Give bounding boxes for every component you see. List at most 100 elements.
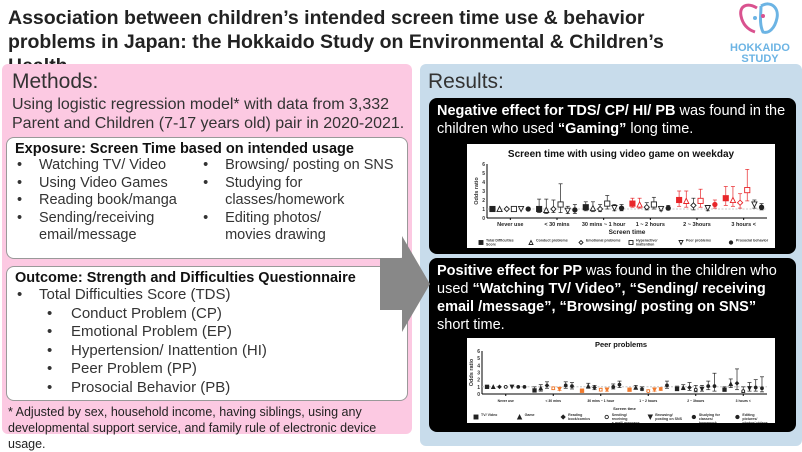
marker-triangle	[542, 206, 550, 213]
x-tick-label: 30 mins ~ 1 hour	[587, 399, 615, 403]
marker-square	[478, 240, 484, 245]
logo-line1: HOKKAIDO	[730, 42, 790, 54]
pos-text-b: was found in the children who used	[437, 263, 777, 297]
marker-diamond	[736, 199, 744, 206]
marker-square	[697, 197, 704, 204]
marker-triangle-down	[517, 205, 525, 213]
marker-square	[473, 414, 479, 420]
marker-circle	[706, 384, 711, 389]
x-axis-label: Screen time	[613, 406, 636, 411]
neg-text-b: was found in the children who used	[437, 103, 786, 137]
marker-circle	[760, 386, 764, 391]
marker-triangle-down	[604, 387, 610, 393]
marker-circle	[728, 240, 734, 245]
x-tick-label: Never use	[497, 222, 523, 228]
marker-diamond	[639, 386, 645, 392]
legend-label: Prosocial behavior	[736, 239, 769, 243]
marker-circle	[693, 387, 698, 392]
results-heading: Results:	[428, 70, 504, 93]
marker-square	[650, 201, 657, 208]
marker-diamond	[497, 384, 502, 390]
pos-text-e: “Sending/ receiving email /message”	[437, 281, 766, 315]
y-tick-label: 4	[477, 363, 480, 369]
marker-square	[744, 187, 751, 194]
logo-line2: STUDY	[741, 53, 779, 65]
marker-square	[722, 387, 727, 392]
x-tick-label: < 30 mins	[545, 399, 561, 403]
marker-circle	[611, 384, 616, 389]
marker-triangle	[729, 196, 737, 204]
exposure-list-2: Browsing/ posting on SNS Studying for cl…	[201, 157, 399, 245]
marker-circle	[712, 201, 718, 208]
legend-label: Game	[525, 413, 535, 417]
exposure-item: Browsing/ posting on SNS	[201, 157, 399, 175]
marker-square	[604, 200, 611, 207]
marker-circle	[665, 205, 671, 211]
y-tick-label: 1	[477, 385, 480, 391]
marker-square	[627, 387, 632, 392]
marker-triangle	[490, 384, 496, 389]
y-tick-label: 2	[477, 378, 480, 384]
marker-circle	[525, 206, 531, 212]
chart-title: Peer problems	[595, 340, 647, 349]
outcome-heading: Outcome: Strength and Difficulties Quest…	[15, 270, 356, 286]
marker-diamond	[503, 205, 510, 213]
legend-label: Total Difficulties Score	[486, 239, 514, 247]
marker-square	[532, 388, 537, 393]
marker-circle	[572, 207, 578, 213]
y-tick-label: 3	[482, 189, 485, 195]
marker-circle	[563, 383, 568, 388]
methods-intro: Using logistic regression model* with da…	[12, 96, 405, 132]
y-tick-label: 5	[477, 356, 480, 362]
negative-effect-text: Negative effect for TDS/ CP/ HI/ PB was …	[437, 102, 788, 138]
marker-circle	[516, 384, 521, 389]
arrow-icon	[380, 236, 430, 332]
marker-diamond	[643, 203, 650, 211]
marker-circle	[741, 389, 746, 394]
marker-circle	[753, 385, 758, 390]
positive-effect-box: Positive effect for PP was found in the …	[429, 258, 796, 432]
marker-triangle-down	[699, 386, 705, 392]
pos-text-g: “Browsing/ posting on SNS”	[559, 299, 757, 315]
methods-heading: Methods:	[12, 70, 99, 93]
marker-square	[489, 205, 496, 213]
marker-circle	[691, 414, 697, 420]
y-tick-label: 2	[482, 198, 485, 204]
marker-circle	[551, 386, 556, 391]
marker-triangle-down	[647, 414, 654, 421]
exposure-item: Editing photos/ movies drawing	[201, 210, 341, 245]
outcome-item: Total Difficulties Score (TDS)	[15, 286, 399, 305]
x-tick-label: 1 ~ 2 hours	[639, 399, 657, 403]
marker-square	[629, 200, 636, 207]
legend-label: Hyperactive/Inattention	[636, 239, 657, 247]
marker-square	[722, 195, 729, 202]
outcome-subitem: Peer Problem (PP)	[15, 360, 399, 379]
y-tick-label: 0	[477, 392, 480, 398]
marker-triangle	[516, 413, 523, 420]
legend-label: Peer problems	[686, 239, 711, 243]
marker-triangle-down	[509, 384, 515, 390]
marker-triangle-down	[747, 386, 752, 391]
x-tick-label: 3 hours <	[736, 399, 751, 403]
marker-circle	[758, 204, 765, 210]
gaming-chart-svg: Screen time with using video game on wee…	[474, 149, 769, 247]
marker-circle	[617, 382, 622, 387]
x-tick-label: Never use	[498, 399, 514, 403]
exposure-item: Sending/receiving email/message	[15, 210, 165, 245]
legend-label: Reading book/comics	[568, 413, 590, 421]
pos-text-c: “Watching TV/ Video”	[472, 281, 622, 297]
marker-diamond	[578, 239, 584, 246]
y-tick-label: 6	[482, 162, 485, 168]
marker-triangle-down	[611, 205, 618, 212]
marker-circle	[735, 414, 740, 420]
exposure-box: Exposure: Screen Time based on intended …	[6, 137, 408, 259]
marker-square	[536, 205, 543, 213]
marker-square	[628, 240, 634, 245]
neg-text-a: Negative effect for TDS/ CP/ HI/ PB	[437, 103, 680, 119]
x-tick-label: 1 ~ 2 hours	[636, 222, 665, 228]
marker-triangle	[680, 384, 686, 390]
